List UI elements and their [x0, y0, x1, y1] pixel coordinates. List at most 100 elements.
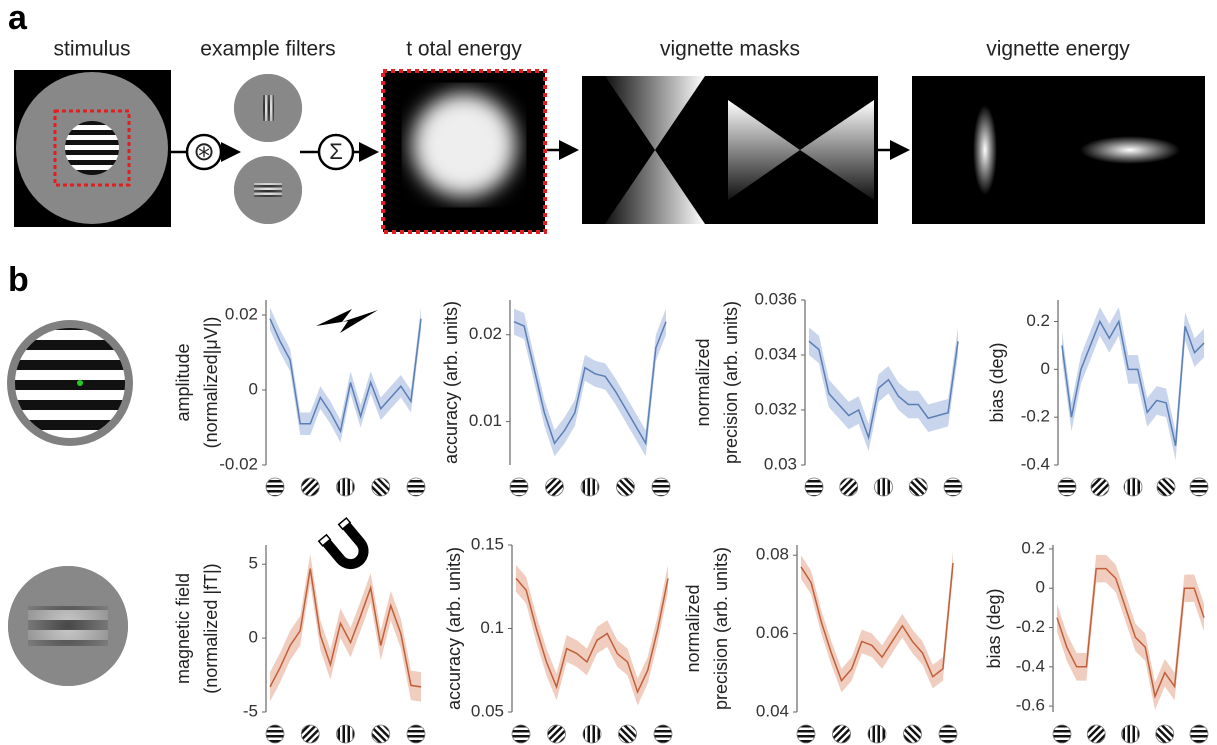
y-axis-label: precision (arb. units) — [721, 301, 741, 464]
orientation-icon — [372, 725, 390, 743]
error-band — [1062, 307, 1204, 460]
orientation-icon — [617, 478, 635, 496]
orientation-icon — [833, 725, 851, 743]
y-tick-label: 0.1 — [480, 618, 504, 637]
vignette-energy-image — [912, 76, 1205, 224]
vignette-masks-image — [582, 76, 878, 224]
data-line — [516, 578, 668, 692]
y-tick-label: 0 — [1041, 359, 1050, 378]
y-tick-label: -0.4 — [1016, 656, 1045, 675]
y-tick-label: 0.06 — [756, 623, 789, 642]
orientation-icon — [654, 725, 672, 743]
orientation-icon — [337, 478, 355, 496]
orientation-icon — [1190, 725, 1208, 743]
y-tick-label: 0.034 — [754, 344, 797, 363]
figure: a stimulus example filters t otal energy… — [0, 0, 1217, 745]
orientation-icon — [1190, 478, 1208, 496]
y-tick-label: 0.036 — [754, 289, 797, 308]
y-tick-label: 0 — [249, 628, 258, 647]
orientation-icon — [266, 478, 284, 496]
error-band — [809, 328, 958, 452]
y-tick-label: 0.2 — [1026, 311, 1050, 330]
operator: ⊛ — [193, 136, 215, 166]
total-energy-image — [383, 71, 545, 232]
y-axis-label: bias (deg) — [984, 588, 1004, 668]
orientation-icon — [944, 478, 962, 496]
error-band — [1057, 555, 1204, 710]
operator: Σ — [329, 139, 343, 164]
orientation-icon — [1124, 478, 1142, 496]
panel-title: stimulus — [53, 38, 130, 61]
orientation-icon — [1156, 725, 1174, 743]
orientation-icon — [875, 478, 893, 496]
filter-images — [234, 74, 302, 224]
y-axis-label: normalized — [693, 338, 713, 426]
orientation-icon — [337, 725, 355, 743]
y-tick-label: -5 — [243, 701, 258, 720]
panel-title: t otal energy — [406, 38, 522, 61]
stimulus-grating — [7, 320, 133, 446]
y-tick-label: 5 — [249, 554, 258, 573]
orientation-icon — [805, 478, 823, 496]
y-tick-label: -0.4 — [1021, 454, 1050, 473]
y-tick-label: 0.02 — [469, 324, 502, 343]
orientation-icon — [546, 478, 564, 496]
orientation-icon — [1053, 725, 1071, 743]
orientation-icon — [1087, 725, 1105, 743]
stimulus-image — [14, 70, 171, 227]
orientation-icon — [407, 725, 425, 743]
y-tick-label: 0.15 — [471, 534, 504, 553]
panel-label: a — [8, 0, 28, 37]
panel-title: vignette energy — [986, 38, 1130, 61]
orientation-icon — [301, 725, 319, 743]
y-tick-label: 0 — [1036, 578, 1045, 597]
orientation-icon — [1091, 478, 1109, 496]
orientation-icon — [939, 725, 957, 743]
orientation-icon — [581, 478, 599, 496]
orientation-icon — [868, 725, 886, 743]
y-axis-label: magnetic field — [173, 573, 193, 684]
stimulus-gabor — [8, 566, 128, 686]
orientation-icon — [909, 478, 927, 496]
orientation-icon — [512, 725, 530, 743]
orientation-icon — [797, 725, 815, 743]
y-axis-label: bias (deg) — [987, 342, 1007, 422]
orientation-icon — [1058, 478, 1076, 496]
orientation-icon — [583, 725, 601, 743]
orientation-icon — [301, 478, 319, 496]
y-axis-label: normalized — [683, 584, 703, 672]
y-tick-label: -0.2 — [1021, 407, 1050, 426]
y-tick-label: 0.032 — [754, 399, 797, 418]
orientation-icon — [904, 725, 922, 743]
y-axis-label: accuracy (arb. units) — [444, 547, 464, 710]
lightning-icon — [316, 309, 378, 333]
y-tick-label: 0.08 — [756, 545, 789, 564]
orientation-icon — [548, 725, 566, 743]
orientation-icon — [619, 725, 637, 743]
y-axis-label: (normalized |fT|) — [201, 563, 221, 693]
y-tick-label: 0.04 — [756, 701, 789, 720]
orientation-icon — [652, 478, 670, 496]
y-tick-label: 0.03 — [764, 454, 797, 473]
orientation-icon — [266, 725, 284, 743]
y-axis-label: amplitude — [173, 343, 193, 421]
panel-title: vignette masks — [660, 38, 800, 61]
orientation-icon — [510, 478, 528, 496]
panel-title: example filters — [200, 38, 335, 61]
y-axis-label: precision (arb. units) — [711, 547, 731, 710]
y-axis-label: accuracy (arb. units) — [441, 301, 461, 464]
y-tick-label: 0.02 — [225, 304, 258, 323]
y-tick-label: 0.2 — [1021, 538, 1045, 557]
y-tick-label: 0.05 — [471, 701, 504, 720]
y-tick-label: 0.01 — [469, 411, 502, 430]
orientation-icon — [1157, 478, 1175, 496]
panel-label: b — [8, 261, 29, 299]
orientation-icon — [372, 478, 390, 496]
y-tick-label: 0 — [249, 379, 258, 398]
orientation-icon — [840, 478, 858, 496]
orientation-icon — [407, 478, 425, 496]
magnet-icon — [319, 518, 376, 576]
y-tick-label: -0.6 — [1016, 696, 1045, 715]
y-axis-label: (normalized|μV|) — [201, 317, 221, 449]
y-tick-label: -0.2 — [1016, 617, 1045, 636]
